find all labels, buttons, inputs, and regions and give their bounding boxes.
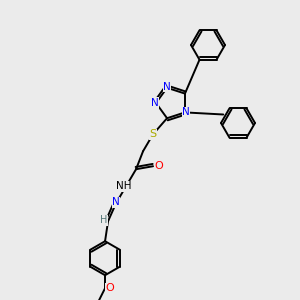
Text: O: O (106, 283, 114, 293)
Text: N: N (151, 98, 159, 108)
Text: S: S (149, 129, 157, 139)
Text: N: N (112, 197, 120, 207)
Text: H: H (100, 215, 108, 225)
Text: NH: NH (116, 181, 132, 191)
Text: N: N (163, 82, 171, 92)
Text: N: N (182, 107, 190, 117)
Text: O: O (155, 161, 164, 171)
